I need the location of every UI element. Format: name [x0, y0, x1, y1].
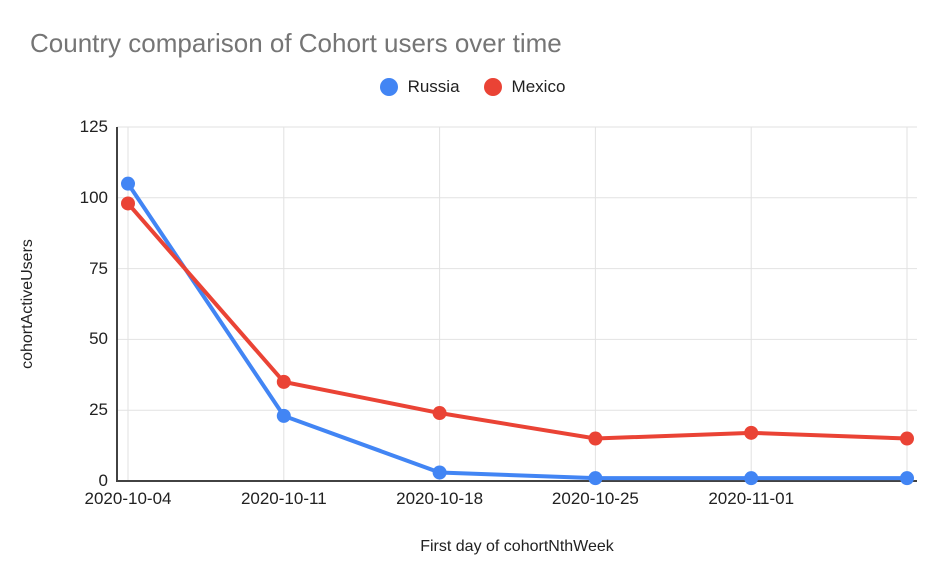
x-tick-label: 2020-11-01 — [708, 489, 795, 508]
x-tick-label: 2020-10-11 — [240, 489, 327, 508]
legend-label: Russia — [407, 77, 460, 96]
data-point-mexico[interactable] — [432, 406, 447, 421]
data-point-mexico[interactable] — [900, 431, 914, 446]
y-tick-label: 125 — [79, 117, 108, 136]
x-tick-label: 2020-10-25 — [551, 489, 639, 508]
legend-dot-mexico — [483, 78, 502, 96]
data-point-russia[interactable] — [744, 471, 759, 486]
y-tick-label: 75 — [89, 258, 108, 278]
data-point-mexico[interactable] — [744, 425, 759, 440]
data-point-russia[interactable] — [276, 408, 291, 423]
legend-item-russia[interactable]: Russia — [379, 77, 460, 97]
data-point-russia[interactable] — [588, 471, 603, 486]
y-tick-label: 100 — [79, 187, 108, 207]
y-tick-label: 25 — [89, 400, 108, 420]
x-tick-label: 2020-10-18 — [396, 489, 484, 508]
x-tick-label: 2020-10-04 — [84, 489, 172, 508]
y-tick-label: 50 — [89, 329, 108, 349]
legend-item-mexico[interactable]: Mexico — [483, 77, 566, 97]
series-line-russia[interactable] — [126, 182, 907, 481]
chart-title: Country comparison of Cohort users over … — [30, 28, 562, 58]
data-point-mexico[interactable] — [121, 196, 135, 211]
series-line-mexico[interactable] — [126, 202, 908, 441]
data-point-russia[interactable] — [121, 176, 135, 191]
x-axis-title: First day of cohortNthWeek — [420, 538, 614, 555]
data-point-russia[interactable] — [432, 465, 447, 480]
data-point-russia[interactable] — [900, 471, 914, 486]
data-point-mexico[interactable] — [588, 431, 603, 446]
legend: Russia Mexico — [0, 76, 945, 98]
data-point-mexico[interactable] — [276, 374, 291, 389]
legend-label: Mexico — [511, 77, 566, 96]
y-tick-label: 0 — [98, 471, 108, 490]
legend-dot-russia — [379, 78, 398, 96]
